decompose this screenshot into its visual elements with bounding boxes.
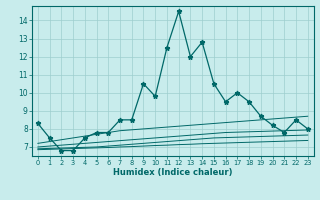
X-axis label: Humidex (Indice chaleur): Humidex (Indice chaleur) — [113, 168, 233, 177]
